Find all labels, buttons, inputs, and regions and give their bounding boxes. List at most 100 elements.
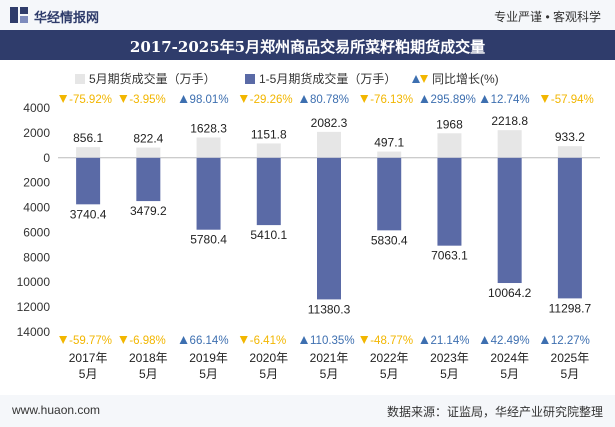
bar-cumulative xyxy=(256,157,281,226)
yoy-cumulative-label: 42.49% xyxy=(491,335,530,347)
value-label-cumulative: 7063.1 xyxy=(431,249,468,263)
bar-cumulative xyxy=(317,157,341,300)
x-category-label-month: 5月 xyxy=(79,367,98,381)
yoy-monthly-label: -57.94% xyxy=(551,94,594,106)
x-category-label-month: 5月 xyxy=(561,367,580,381)
yoy-monthly-label: -3.95% xyxy=(129,94,165,106)
value-label-monthly: 1628.3 xyxy=(190,122,227,136)
x-category-label-year: 2019年 xyxy=(189,351,228,365)
yoy-down-triangle-icon xyxy=(239,95,248,103)
legend-up-triangle-icon xyxy=(412,75,420,83)
value-label-monthly: 933.2 xyxy=(555,130,585,144)
y-tick-label: 2000 xyxy=(23,126,50,140)
y-tick-label: 4000 xyxy=(23,201,50,215)
yoy-down-triangle-icon xyxy=(360,95,369,103)
value-label-monthly: 2218.8 xyxy=(491,114,528,128)
yoy-up-triangle-icon xyxy=(420,336,429,344)
yoy-up-triangle-icon xyxy=(179,95,188,103)
website-url: www.huaon.com xyxy=(12,403,101,417)
yoy-up-triangle-icon xyxy=(300,336,308,344)
value-label-monthly: 497.1 xyxy=(374,136,404,150)
yoy-down-triangle-icon xyxy=(540,95,549,103)
legend-label-cumulative: 1-5月期货成交量（万手） xyxy=(259,71,396,86)
x-category-label-month: 5月 xyxy=(320,367,339,381)
x-category-label-year: 2025年 xyxy=(551,351,590,365)
value-label-cumulative: 10064.2 xyxy=(488,286,532,300)
bar-cumulative xyxy=(557,157,582,299)
y-tick-label: 8000 xyxy=(23,250,50,264)
yoy-down-triangle-icon xyxy=(119,95,128,103)
yoy-up-triangle-icon xyxy=(540,336,549,344)
value-label-cumulative: 3479.2 xyxy=(130,204,167,218)
yoy-down-triangle-icon xyxy=(59,336,68,344)
yoy-cumulative-label: 110.35% xyxy=(310,335,355,347)
value-label-monthly: 1151.8 xyxy=(251,127,287,141)
x-category-label-month: 5月 xyxy=(500,367,519,381)
yoy-cumulative-label: -6.98% xyxy=(129,335,165,347)
x-category-label-year: 2018年 xyxy=(129,351,168,365)
legend-label-yoy: 同比增长(%) xyxy=(432,72,499,86)
slogan: 专业严谨 • 客观科学 xyxy=(494,10,601,24)
yoy-cumulative-label: -6.41% xyxy=(250,335,286,347)
value-label-cumulative: 3740.4 xyxy=(70,207,107,221)
yoy-monthly-label: 12.74% xyxy=(491,94,530,106)
yoy-monthly-label: 295.89% xyxy=(430,94,475,106)
value-label-cumulative: 11298.7 xyxy=(549,301,592,315)
x-category-label-year: 2024年 xyxy=(490,351,529,365)
yoy-monthly-label: 80.78% xyxy=(310,94,349,106)
bar-monthly xyxy=(196,137,221,158)
yoy-cumulative-label: 12.27% xyxy=(551,335,590,347)
x-category-label-year: 2020年 xyxy=(249,351,288,365)
y-tick-label: 0 xyxy=(43,151,50,165)
yoy-monthly-label: -75.92% xyxy=(69,94,112,106)
yoy-monthly-label: -29.26% xyxy=(250,94,293,106)
brand-name: 华经情报网 xyxy=(34,10,100,25)
title-bar xyxy=(0,30,615,60)
footer-bar xyxy=(0,395,615,427)
yoy-cumulative-label: -48.77% xyxy=(370,335,413,347)
x-category-label-month: 5月 xyxy=(139,367,158,381)
bar-cumulative xyxy=(76,157,101,205)
value-label-cumulative: 5830.4 xyxy=(371,233,408,247)
bar-cumulative xyxy=(497,157,522,284)
bar-monthly xyxy=(377,151,402,158)
bar-monthly xyxy=(557,146,582,158)
bar-cumulative xyxy=(196,157,221,230)
yoy-monthly-label: -76.13% xyxy=(370,94,413,106)
y-tick-label: 12000 xyxy=(17,300,51,314)
y-tick-label: 10000 xyxy=(17,275,51,289)
y-tick-label: 2000 xyxy=(23,176,50,190)
bar-cumulative xyxy=(136,157,161,202)
yoy-up-triangle-icon xyxy=(300,95,308,103)
yoy-up-triangle-icon xyxy=(480,95,489,103)
bar-cumulative xyxy=(377,157,402,231)
value-label-cumulative: 5410.1 xyxy=(250,228,287,242)
y-tick-label: 4000 xyxy=(23,101,50,115)
huajing-logo-icon xyxy=(10,7,28,23)
y-tick-label: 6000 xyxy=(23,225,50,239)
x-category-label-year: 2017年 xyxy=(69,351,108,365)
bar-monthly xyxy=(76,147,101,158)
yoy-cumulative-label: 21.14% xyxy=(430,335,469,347)
legend-swatch-monthly xyxy=(75,74,85,84)
yoy-down-triangle-icon xyxy=(119,336,128,344)
yoy-down-triangle-icon xyxy=(59,95,68,103)
top-bar xyxy=(0,0,615,30)
bar-monthly xyxy=(497,130,522,158)
x-category-label-year: 2023年 xyxy=(430,351,469,365)
value-label-monthly: 822.4 xyxy=(133,132,163,146)
bar-monthly xyxy=(437,133,462,158)
legend-down-triangle-icon xyxy=(420,75,428,83)
value-label-cumulative: 5780.4 xyxy=(190,233,227,247)
yoy-monthly-label: 98.01% xyxy=(190,94,229,106)
yoy-down-triangle-icon xyxy=(360,336,369,344)
x-category-label-year: 2021年 xyxy=(310,351,349,365)
value-label-monthly: 2082.3 xyxy=(311,116,348,130)
yoy-cumulative-label: -59.77% xyxy=(69,335,112,347)
legend-swatch-cumulative xyxy=(245,74,255,84)
bar-monthly xyxy=(136,147,161,158)
yoy-cumulative-label: 66.14% xyxy=(190,335,229,347)
bar-monthly xyxy=(256,143,281,158)
yoy-up-triangle-icon xyxy=(480,336,489,344)
